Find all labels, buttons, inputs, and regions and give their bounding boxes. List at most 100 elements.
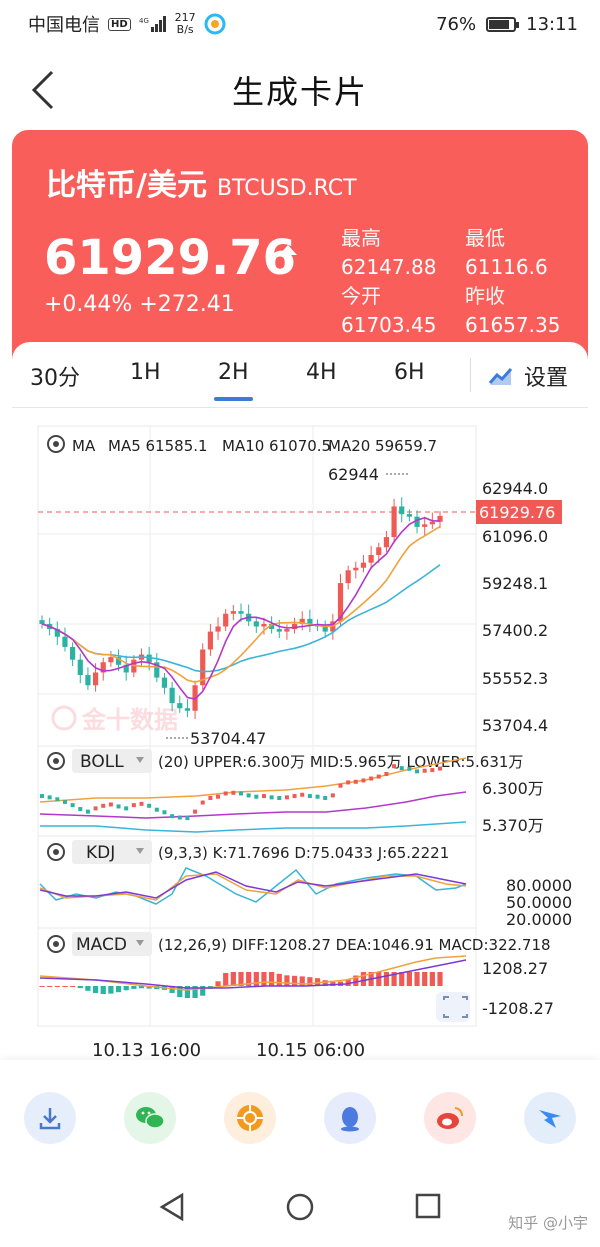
carrier-name: 中国电信 — [28, 15, 100, 36]
quote-card: 比特币/美元 BTCUSD.RCT 61929.76 +0.44% +272.4… — [12, 130, 588, 1060]
macd-selector[interactable] — [72, 932, 152, 956]
candle-body — [146, 654, 152, 663]
candle-body — [215, 626, 221, 632]
macd-name: MACD — [76, 935, 127, 955]
y-tick-5: 55552.3 — [482, 669, 548, 688]
boll-price-bar — [108, 802, 113, 807]
candle-body — [353, 567, 359, 571]
boll-selector[interactable] — [72, 749, 152, 773]
tab-4h[interactable]: 4H — [306, 360, 337, 385]
boll-price-bar — [131, 803, 136, 808]
kdj-tick-2: 50.0000 — [506, 893, 572, 912]
boll-price-bar — [407, 766, 412, 771]
current-price-badge — [476, 500, 562, 524]
candle-body — [368, 554, 374, 563]
tab-30m[interactable]: 30分 — [30, 366, 80, 391]
tab-1h[interactable]: 1H — [130, 360, 161, 385]
y-tick-3: 59248.1 — [482, 574, 548, 593]
candle-body — [184, 708, 191, 711]
boll-price-bar — [208, 796, 213, 801]
boll-gear-icon[interactable] — [47, 752, 65, 770]
fullscreen-icon[interactable] — [436, 992, 470, 1022]
nav-home-button[interactable] — [285, 1192, 315, 1226]
boll-dropdown-icon — [136, 757, 144, 763]
app-notification-icon — [204, 13, 226, 35]
candle-body — [345, 570, 351, 584]
y-tick-1: 62944.0 — [482, 479, 548, 498]
candle-body — [123, 664, 129, 673]
moments-button[interactable] — [224, 1092, 276, 1144]
candle-body — [207, 631, 213, 650]
candle-body — [406, 514, 412, 517]
macd-bar — [391, 972, 397, 986]
weibo-button[interactable] — [424, 1092, 476, 1144]
stat-prev-close: 昨收 61657.35 — [465, 284, 561, 337]
x-label-1: 10.13 16:00 — [92, 1040, 201, 1060]
boll-price-bar — [430, 768, 435, 773]
page-title: 生成卡片 — [231, 73, 368, 111]
tab-6h[interactable]: 6H — [394, 360, 425, 385]
kline-chart-svg[interactable]: 金十数据 MA MA5 61585.1 MA10 61070.5 MA20 59… — [36, 424, 576, 1060]
macd-bar — [177, 986, 183, 998]
nav-recents-button[interactable] — [414, 1192, 442, 1224]
macd-bar — [108, 986, 114, 994]
candle-body — [169, 687, 175, 704]
boll-price-bar — [254, 794, 259, 799]
boll-price-bar — [185, 816, 190, 821]
macd-bar — [192, 986, 198, 998]
boll-price-bar — [85, 809, 90, 814]
macd-bar — [284, 975, 290, 986]
ma-label: MA — [72, 437, 96, 455]
boll-price-bar — [376, 774, 381, 779]
boll-price-bar — [139, 801, 144, 806]
boll-params: (20) UPPER:6.300万 MID:5.965万 LOWER:5.631… — [158, 753, 523, 771]
kdj-k-line — [39, 871, 467, 899]
boll-price-bar — [361, 778, 366, 783]
boll-price-bar — [216, 794, 221, 799]
dingtalk-button[interactable] — [524, 1092, 576, 1144]
kdj-selector[interactable] — [72, 840, 152, 864]
net-speed: 217 B/s — [174, 11, 196, 36]
tab-2h[interactable]: 2H — [214, 360, 253, 401]
download-icon — [39, 1108, 61, 1130]
boll-price-bar — [40, 794, 44, 799]
battery-percent: 76% — [436, 13, 477, 35]
nav-back-button[interactable] — [158, 1192, 186, 1226]
macd-gear-icon[interactable] — [47, 935, 65, 953]
macd-dropdown-icon — [136, 940, 144, 946]
boll-price-bar — [223, 791, 228, 796]
gear-icon[interactable] — [47, 435, 65, 453]
status-bar: 中国电信 HD 4G 217 B/s 76% 13:11 — [0, 0, 600, 48]
settings-button[interactable]: 设置 — [488, 360, 568, 392]
macd-bar — [115, 986, 122, 993]
boll-price-bar — [323, 796, 328, 801]
macd-bar — [47, 986, 53, 987]
macd-bar — [291, 975, 298, 986]
macd-bar — [238, 972, 244, 986]
download-button[interactable] — [24, 1092, 76, 1144]
macd-bar — [62, 986, 68, 987]
macd-bar — [92, 986, 99, 993]
boll-lower-line — [40, 821, 467, 833]
macd-bar — [146, 986, 152, 989]
footer-credit: 知乎 @小宇 — [508, 1214, 588, 1232]
boll-price-bar — [307, 794, 312, 799]
candle-body — [223, 613, 229, 627]
macd-bar — [77, 986, 83, 989]
qq-button[interactable] — [324, 1092, 376, 1144]
boll-price-bar — [415, 769, 420, 774]
kdj-gear-icon[interactable] — [47, 843, 65, 861]
macd-bar — [70, 986, 76, 987]
boll-price-bar — [369, 776, 374, 781]
macd-bar — [307, 977, 313, 986]
back-button[interactable] — [26, 68, 66, 112]
macd-bar — [39, 986, 45, 987]
boll-price-bar — [78, 807, 83, 812]
kdj-tick-3: 20.0000 — [506, 910, 572, 929]
macd-bar — [299, 976, 305, 986]
boll-price-bar — [353, 779, 358, 784]
kline-chart[interactable]: 金十数据 MA MA5 61585.1 MA10 61070.5 MA20 59… — [36, 424, 576, 1060]
ma20-value: MA20 59659.7 — [328, 437, 437, 455]
macd-bar — [437, 972, 443, 986]
wechat-button[interactable] — [124, 1092, 176, 1144]
